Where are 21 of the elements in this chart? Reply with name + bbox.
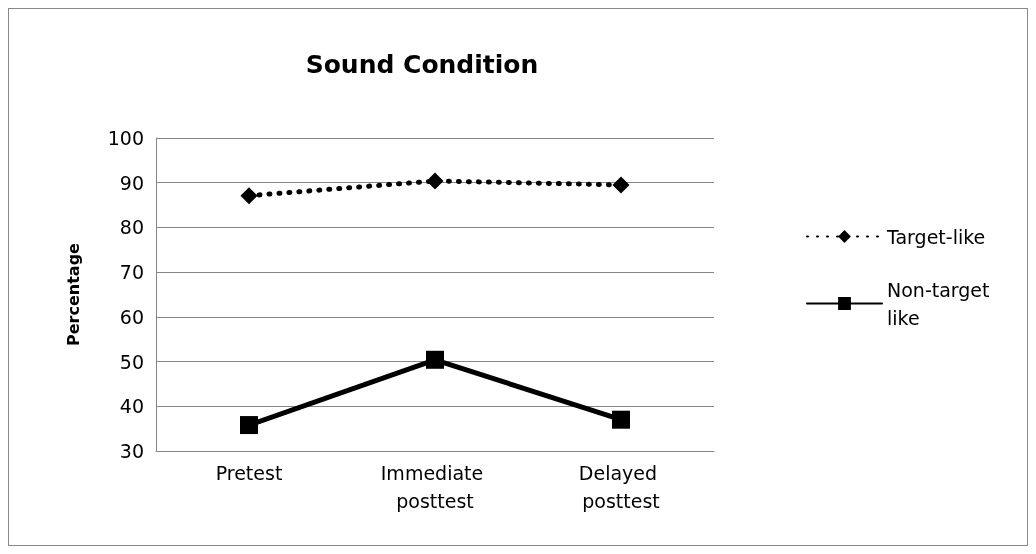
y-tick-label: 90: [119, 171, 144, 194]
y-axis-title: Percentage: [63, 242, 83, 346]
x-tick-label: Delayed posttest: [578, 462, 664, 512]
y-tick-label: 100: [107, 127, 144, 149]
point: [612, 176, 630, 194]
y-tick-label: 60: [119, 305, 144, 328]
y-tick-label: 30: [119, 440, 144, 462]
legend-label: Non-target like: [887, 278, 996, 329]
point: [612, 410, 630, 429]
x-tick-label: Immediate posttest: [380, 462, 490, 512]
point: [426, 172, 444, 190]
y-tick-label: 70: [119, 261, 144, 284]
point: [426, 350, 444, 369]
point: [240, 416, 258, 435]
x-tick-label: Pretest: [215, 462, 283, 484]
chart-title: Sound Condition: [305, 50, 539, 79]
y-tick-label: 40: [119, 395, 144, 418]
y-tick-label: 80: [119, 216, 144, 239]
y-tick-label: 50: [119, 350, 144, 373]
point: [240, 187, 258, 205]
legend-label: Target-like: [886, 225, 986, 248]
